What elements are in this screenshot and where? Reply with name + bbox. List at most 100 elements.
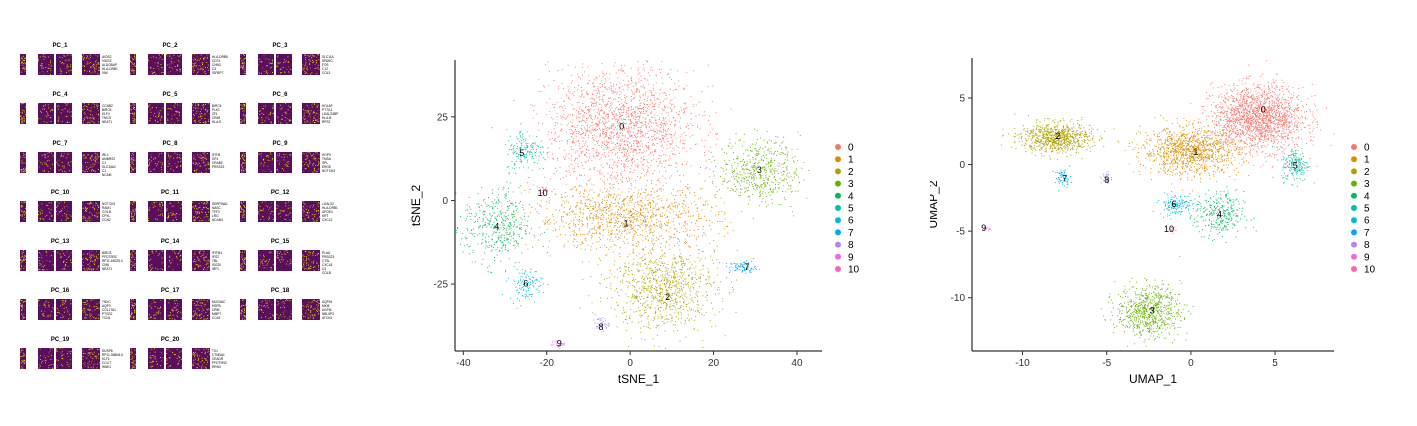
heatmap-cell — [133, 65, 135, 67]
heatmap-cell — [46, 215, 48, 216]
heatmap-cell — [176, 153, 178, 155]
heatmap-cell — [132, 120, 134, 121]
heatmap-cell — [265, 58, 266, 60]
data-point — [592, 154, 594, 156]
heatmap-cell — [95, 202, 97, 204]
data-point — [601, 173, 603, 175]
heatmap-cell — [315, 301, 317, 302]
gene-label: AIOS2 — [102, 55, 112, 59]
heatmap-cell — [244, 155, 246, 157]
data-point — [676, 70, 679, 72]
data-point — [639, 105, 641, 107]
heatmap-cell — [285, 113, 287, 115]
data-point — [626, 156, 628, 158]
data-point — [601, 62, 603, 64]
heatmap-cell — [24, 255, 26, 256]
data-point — [659, 117, 661, 119]
heatmap-cell — [201, 62, 203, 64]
data-point — [698, 173, 700, 175]
heatmap-cell — [270, 111, 272, 113]
gene-label: HOPX — [322, 153, 332, 157]
data-point — [583, 89, 585, 91]
heatmap-cell — [161, 207, 162, 209]
heatmap-cell — [89, 315, 91, 317]
data-point — [695, 104, 697, 106]
heatmap-cell — [132, 363, 134, 365]
data-point — [587, 160, 589, 162]
heatmap-cell — [206, 203, 208, 205]
heatmap-cell — [44, 161, 46, 163]
heatmap-cell — [174, 106, 176, 108]
heatmap-cell — [194, 358, 196, 360]
data-point — [518, 131, 520, 133]
gene-label: TNXC — [102, 300, 111, 304]
heatmap-cell — [260, 209, 262, 211]
data-point — [587, 83, 589, 85]
data-point — [660, 145, 662, 147]
data-point — [578, 112, 580, 114]
heatmap-cell — [243, 103, 245, 105]
heatmap-cell — [22, 251, 24, 253]
heatmap-cell — [66, 206, 68, 207]
data-point — [618, 159, 620, 161]
gene-label: LGALS3BP — [322, 112, 338, 116]
data-point — [665, 93, 667, 95]
data-point — [654, 151, 656, 153]
heatmap-cell — [265, 117, 267, 119]
heatmap-cell — [311, 103, 313, 105]
heatmap-cell — [269, 259, 270, 261]
data-point — [636, 121, 638, 123]
heatmap-cell — [151, 250, 153, 252]
heatmap-cell — [67, 122, 69, 123]
heatmap-cell — [61, 57, 63, 59]
heatmap-cell — [312, 120, 313, 122]
heatmap-cell — [166, 54, 168, 55]
heatmap-cell — [172, 220, 174, 222]
heatmap-cell — [23, 67, 25, 68]
heatmap-cell — [163, 69, 164, 71]
heatmap-cell — [206, 111, 208, 113]
heatmap-cell — [90, 72, 92, 74]
gene-label: ATCN1 — [322, 316, 332, 320]
data-point — [644, 124, 647, 126]
data-point — [570, 163, 572, 165]
gene-label: C1Z — [322, 67, 328, 71]
heatmap-cell — [48, 64, 50, 66]
heatmap-cell — [241, 164, 243, 165]
data-point — [633, 148, 636, 150]
heatmap-cell — [130, 73, 132, 75]
heatmap-cell — [244, 318, 246, 320]
heatmap-cell — [130, 70, 132, 72]
heatmap-cell — [198, 315, 200, 317]
heatmap-cell — [23, 152, 25, 154]
data-point — [634, 121, 636, 123]
data-point — [566, 116, 568, 118]
heatmap-cell — [207, 315, 208, 317]
data-point — [647, 108, 649, 110]
data-point — [612, 132, 614, 134]
gene-label: RPS2 — [322, 120, 331, 124]
data-point — [630, 67, 632, 69]
heatmap-cell — [279, 108, 281, 110]
heatmap-cell — [276, 66, 278, 68]
heatmap-cell — [89, 122, 91, 124]
data-point — [589, 155, 591, 158]
heatmap-cell — [65, 116, 67, 117]
data-point — [633, 115, 635, 117]
data-point — [692, 134, 694, 136]
heatmap-cell — [42, 261, 44, 262]
data-point — [584, 154, 587, 156]
heatmap-cell — [244, 70, 246, 72]
data-point — [712, 85, 714, 87]
data-point — [647, 146, 649, 148]
data-point — [570, 174, 572, 176]
data-point — [637, 146, 639, 148]
heatmap-cell — [316, 310, 318, 311]
heatmap-cell — [20, 115, 22, 117]
heatmap-cell — [24, 154, 26, 155]
heatmap-cell — [82, 353, 84, 354]
data-point — [564, 158, 566, 160]
data-point — [594, 114, 597, 117]
heatmap-cell — [21, 260, 23, 262]
heatmap-cell — [83, 57, 85, 59]
